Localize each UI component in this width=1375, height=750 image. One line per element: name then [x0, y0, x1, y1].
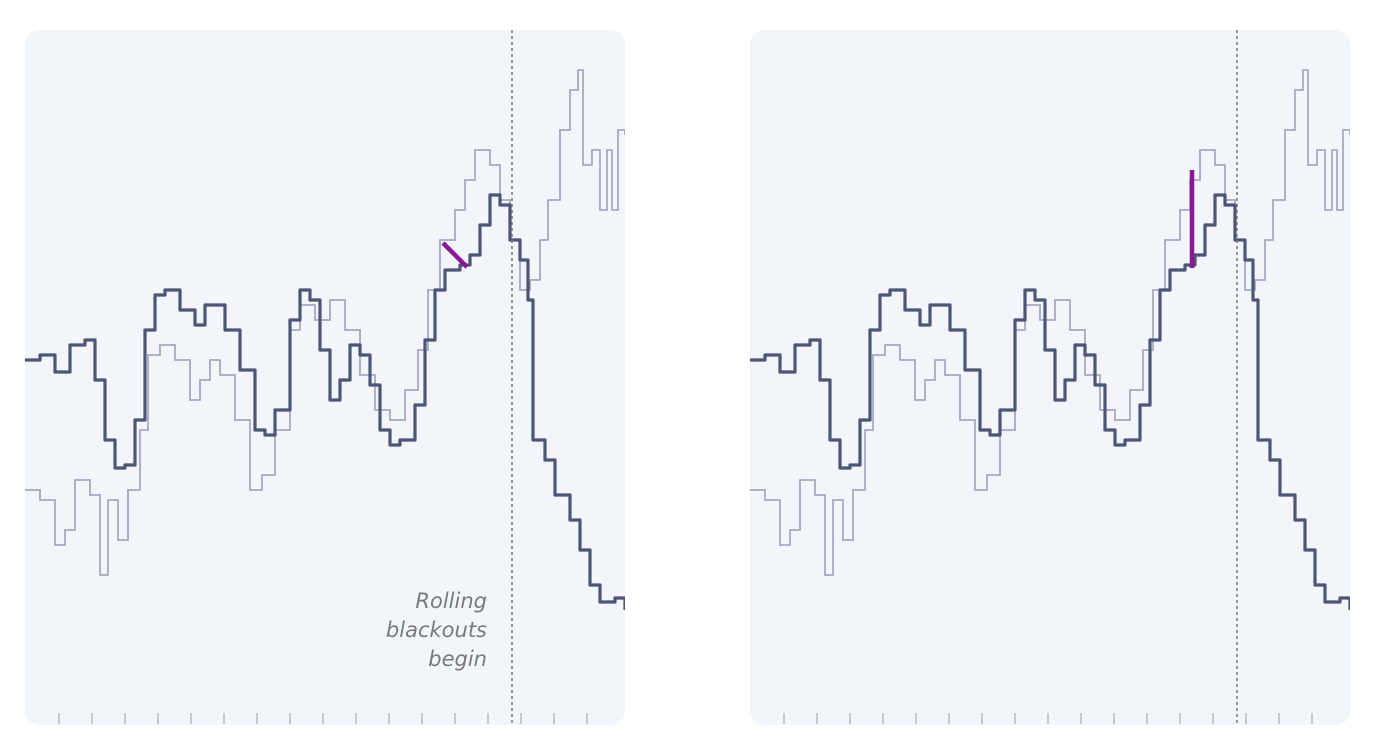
- left-panel: Rolling blackouts begin: [25, 30, 625, 725]
- annotation: begin: [428, 647, 487, 671]
- panel-background: [750, 30, 1350, 725]
- annotation: Rolling: [415, 589, 487, 613]
- annotation: blackouts: [386, 618, 487, 642]
- panel-background: [25, 30, 625, 725]
- right-panel: [750, 30, 1350, 725]
- highlight-segment: [441, 241, 469, 269]
